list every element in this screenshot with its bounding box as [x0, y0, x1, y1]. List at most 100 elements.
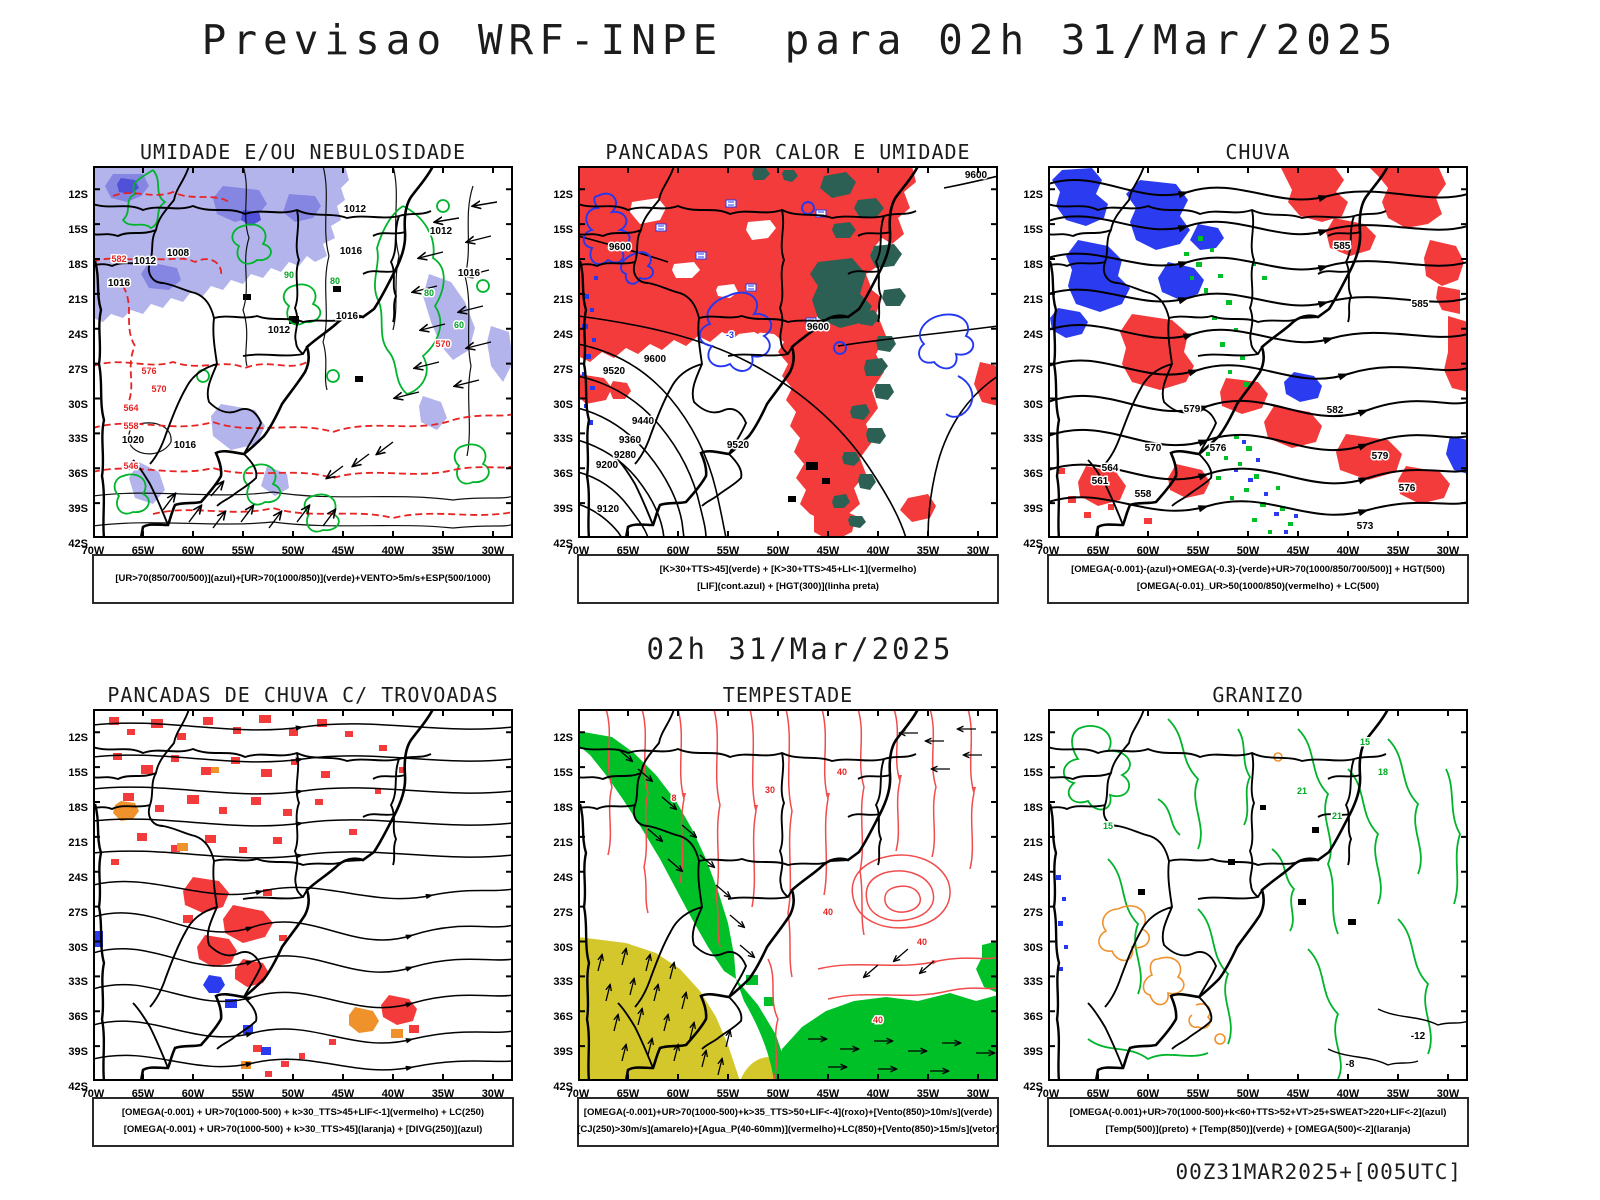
svg-text:40: 40: [917, 937, 927, 947]
lon-axis: 70W 65W 60W 55W 50W 45W 40W 35W 30W: [1037, 1088, 1468, 1102]
lat-tick-label: 33S: [1023, 976, 1043, 989]
svg-text:564: 564: [1102, 463, 1119, 474]
svg-text:576: 576: [141, 366, 156, 376]
lat-tick-label: 15S: [1023, 224, 1043, 237]
lon-tick-label: 30W: [966, 1088, 990, 1100]
svg-text:21: 21: [1332, 811, 1342, 821]
lat-tick-label: 30S: [68, 941, 88, 954]
lon-tick-label: 30W: [481, 545, 505, 557]
wind-green-shading: [578, 731, 998, 1081]
svg-text:9520: 9520: [603, 366, 626, 377]
legend-line: [OMEGA(-0.001)+UR>70(1000-500)+k>35_TTS>…: [583, 1107, 993, 1119]
lat-tick-label: 39S: [1023, 1046, 1043, 1059]
svg-text:1012: 1012: [268, 325, 291, 336]
lon-tick-label: 45W: [1286, 1088, 1310, 1100]
lon-tick-label: 65W: [1086, 1088, 1110, 1100]
black-terrain-dots: [243, 286, 363, 382]
lat-axis: 12S 15S 18S 21S 24S 27S 30S 33S 36S 39S 42S: [59, 715, 91, 1093]
lon-tick-label: 50W: [281, 1088, 305, 1100]
panel-title: UMIDADE E/OU NEBULOSIDADE: [139, 140, 467, 164]
lat-tick-label: 12S: [68, 732, 88, 745]
svg-text:582: 582: [1327, 405, 1344, 416]
lon-tick-label: 35W: [431, 545, 455, 557]
svg-text:570: 570: [435, 339, 450, 349]
lat-tick-label: 15S: [1023, 767, 1043, 780]
svg-text:1012: 1012: [430, 226, 453, 237]
lat-tick-label: 24S: [68, 328, 88, 341]
lat-tick-label: 30S: [1023, 398, 1043, 411]
contour-labels: 15 18 21 21 15 -12 -8: [1101, 736, 1427, 1072]
lat-axis: 12S 15S 18S 21S 24S 27S 30S 33S 36S 39S 42S: [59, 172, 91, 550]
lon-tick-label: 40W: [381, 545, 405, 557]
lat-tick-label: 24S: [68, 871, 88, 884]
svg-text:546: 546: [123, 461, 138, 471]
svg-text:561: 561: [1092, 476, 1109, 487]
contour-labels: 585 585 582 579 579 576 576 573 570 564 …: [1090, 240, 1430, 534]
lat-tick-label: 42S: [553, 538, 573, 550]
lat-tick-label: 36S: [1023, 468, 1043, 481]
svg-text:1012: 1012: [134, 256, 157, 267]
lon-tick-label: 60W: [181, 545, 205, 557]
lc250-streamlines: [93, 722, 513, 1072]
li-marker-chips: [655, 199, 827, 326]
lon-tick-label: 50W: [281, 545, 305, 557]
lon-tick-label: 60W: [666, 545, 690, 557]
lif-blue-speckles: [582, 276, 598, 425]
svg-text:80: 80: [424, 288, 434, 298]
lat-tick-label: 30S: [68, 398, 88, 411]
legend-umidade: [UR>70(850/700/500)](azul)+[UR>70(1000/8…: [92, 554, 514, 604]
svg-text:9600: 9600: [609, 242, 632, 253]
lat-tick-label: 21S: [68, 836, 88, 849]
lat-tick-label: 21S: [1023, 836, 1043, 849]
lon-tick-label: 35W: [1386, 1088, 1410, 1100]
lon-tick-label: 45W: [1286, 545, 1310, 557]
lat-tick-label: 42S: [68, 538, 88, 550]
svg-text:1012: 1012: [344, 204, 367, 215]
red-shading-holes: [630, 176, 848, 298]
omega-blue-shading: [1050, 168, 1468, 474]
lat-tick-label: 27S: [68, 363, 88, 376]
panel-pancadas-trovoadas: PANCADAS DE CHUVA C/ TROVOADAS 12S 15S 18S…: [59, 683, 519, 1147]
legend-granizo: [OMEGA(-0.001)+UR>70(1000-500)+k<60+TTS>…: [1047, 1097, 1469, 1147]
lat-tick-label: 15S: [553, 767, 573, 780]
svg-text:1016: 1016: [458, 268, 481, 279]
lat-tick-label: 24S: [1023, 871, 1043, 884]
instability-teal-shading: [752, 168, 906, 528]
lon-tick-label: 50W: [1236, 545, 1260, 557]
map-umidade: 1008 1012 1016 1012 1012 1016 1016 1016 …: [93, 166, 513, 538]
svg-text:1016: 1016: [108, 278, 131, 289]
lon-tick-label: 70W: [566, 1088, 590, 1100]
svg-text:570: 570: [151, 384, 166, 394]
svg-text:30: 30: [765, 785, 775, 795]
lon-tick-label: 45W: [331, 1088, 355, 1100]
temp500-black-contours: [1327, 1008, 1468, 1066]
legend-pancadas-trovoadas: [OMEGA(-0.001) + UR>70(1000-500) + k>30_…: [92, 1097, 514, 1147]
svg-text:-12: -12: [1411, 1031, 1426, 1042]
svg-text:1008: 1008: [167, 248, 190, 259]
panel-granizo: GRANIZO 12S 15S 18S 21S 24S 27S 30S 33S 36S 39S 42…: [1014, 683, 1474, 1147]
lat-tick-label: 39S: [1023, 503, 1043, 516]
lat-tick-label: 24S: [553, 328, 573, 341]
lif-blue-contours: [582, 192, 975, 418]
lat-tick-label: 27S: [1023, 363, 1043, 376]
contour-labels: 40 30 40 40 40 8: [670, 766, 929, 1027]
lon-tick-label: 45W: [816, 1088, 840, 1100]
lon-axis: 70W 65W 60W 55W 50W 45W 40W 35W 30W: [567, 1088, 998, 1102]
lon-tick-label: 30W: [481, 1088, 505, 1100]
lat-tick-label: 39S: [553, 503, 573, 516]
divergence-blue-patches: [95, 931, 271, 1055]
svg-text:1016: 1016: [174, 440, 197, 451]
panel-umidade: UMIDADE E/OU NEBULOSIDADE 12S 15S 18S 21S 24…: [59, 140, 519, 604]
svg-text:1016: 1016: [340, 246, 363, 257]
lat-tick-label: 27S: [553, 363, 573, 376]
lif-blue-marks: [1056, 875, 1068, 971]
svg-text:579: 579: [1372, 451, 1389, 462]
map-chuva: 585 585 582 579 579 576 576 573 570 564 …: [1048, 166, 1468, 538]
lon-tick-label: 40W: [1336, 545, 1360, 557]
panel-pancadas-calor: PANCADAS POR CALOR E UMIDADE 12S 15S 18S 21…: [544, 140, 1004, 604]
svg-text:40: 40: [837, 767, 847, 777]
contour-labels: 1008 1012 1016 1012 1012 1016 1016 1016 …: [106, 203, 482, 473]
svg-text:576: 576: [1399, 483, 1416, 494]
temp850-green-contours: [1063, 718, 1461, 1080]
